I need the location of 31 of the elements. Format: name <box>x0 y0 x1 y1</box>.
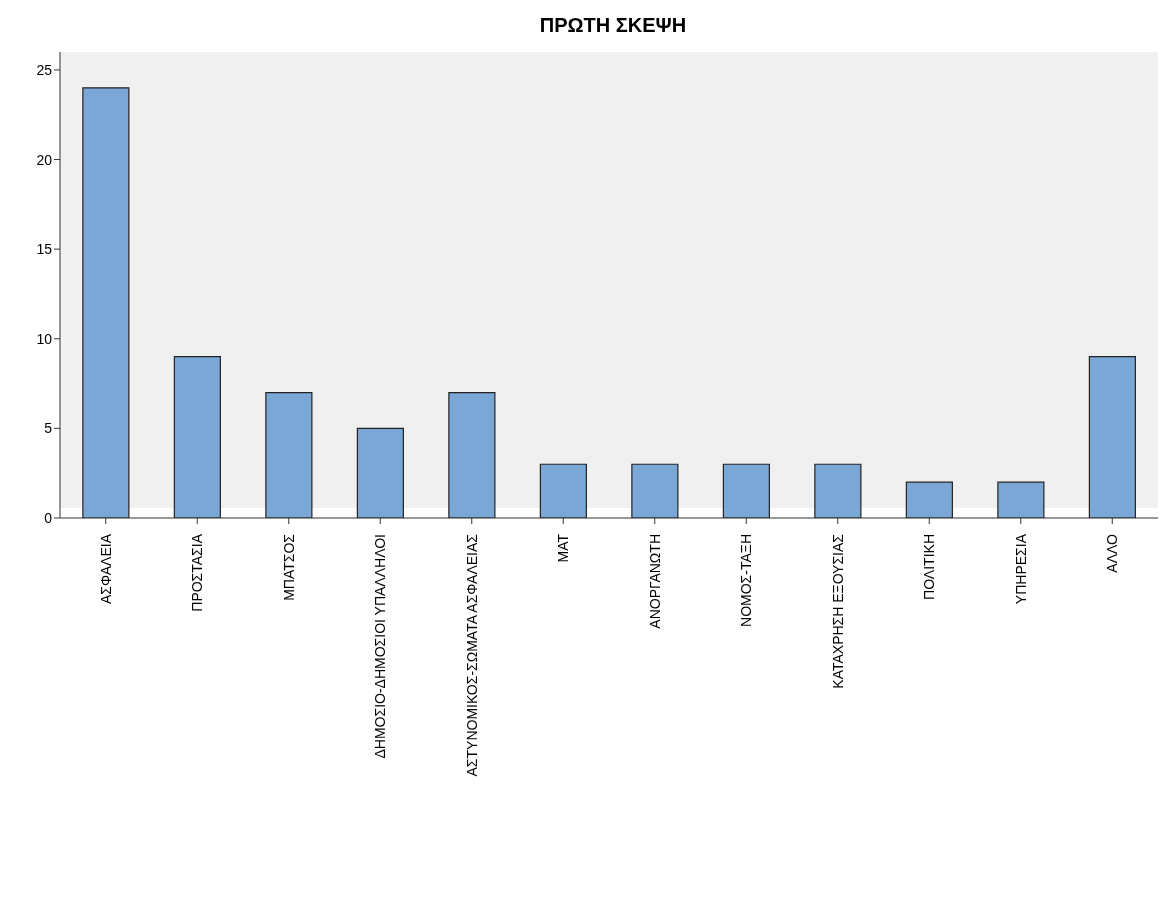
x-tick-label: ΝΟΜΟΣ-ΤΑΞΗ <box>738 534 755 627</box>
bar <box>722 463 770 518</box>
bar <box>997 481 1045 518</box>
bar <box>82 87 130 518</box>
x-tick-label: ΠΟΛΙΤΙΚΗ <box>921 534 938 600</box>
y-tick-label: 10 <box>36 330 53 347</box>
x-tick-label: ΚΑΤΑΧΡΗΣΗ ΕΞΟΥΣΙΑΣ <box>829 533 846 689</box>
bar <box>905 481 953 518</box>
x-tick-label: ΜΑΤ <box>555 533 572 563</box>
chart-title: ΠΡΩΤΗ ΣΚΕΨΗ <box>538 13 688 38</box>
x-tick-label: ΑΣΤΥΝΟΜΙΚΟΣ-ΣΩΜΑΤΑ ΑΣΦΑΛΕΙΑΣ <box>463 533 480 777</box>
y-tick-label: 5 <box>44 420 53 437</box>
bar <box>265 391 313 518</box>
bar <box>356 427 404 518</box>
bar <box>173 356 221 518</box>
x-tick-label: ΔΗΜΟΣΙΟ-ΔΗΜΟΣΙΟΙ ΥΠΑΛΛΗΛΟΙ <box>372 534 389 759</box>
bar <box>1088 356 1136 518</box>
bar <box>448 391 496 518</box>
x-tick-label: ΑΣΦΑΛΕΙΑ <box>97 533 114 605</box>
x-tick-label: ΠΡΟΣΤΑΣΙΑ <box>189 533 206 612</box>
y-tick-label: 20 <box>36 151 53 168</box>
y-tick-label: 0 <box>44 509 53 526</box>
x-tick-label: ΑΝΟΡΓΑΝΩΤΗ <box>646 534 663 629</box>
x-tick-label: ΑΛΛΟ <box>1104 533 1121 573</box>
x-tick-label: ΜΠΑΤΣΟΣ <box>280 533 297 601</box>
x-tick-label: ΥΠΗΡΕΣΙΑ <box>1012 533 1029 605</box>
y-tick-label: 15 <box>36 241 53 258</box>
bar <box>631 463 679 518</box>
y-tick-label: 25 <box>36 61 53 78</box>
bar <box>539 463 587 518</box>
bar <box>814 463 862 518</box>
